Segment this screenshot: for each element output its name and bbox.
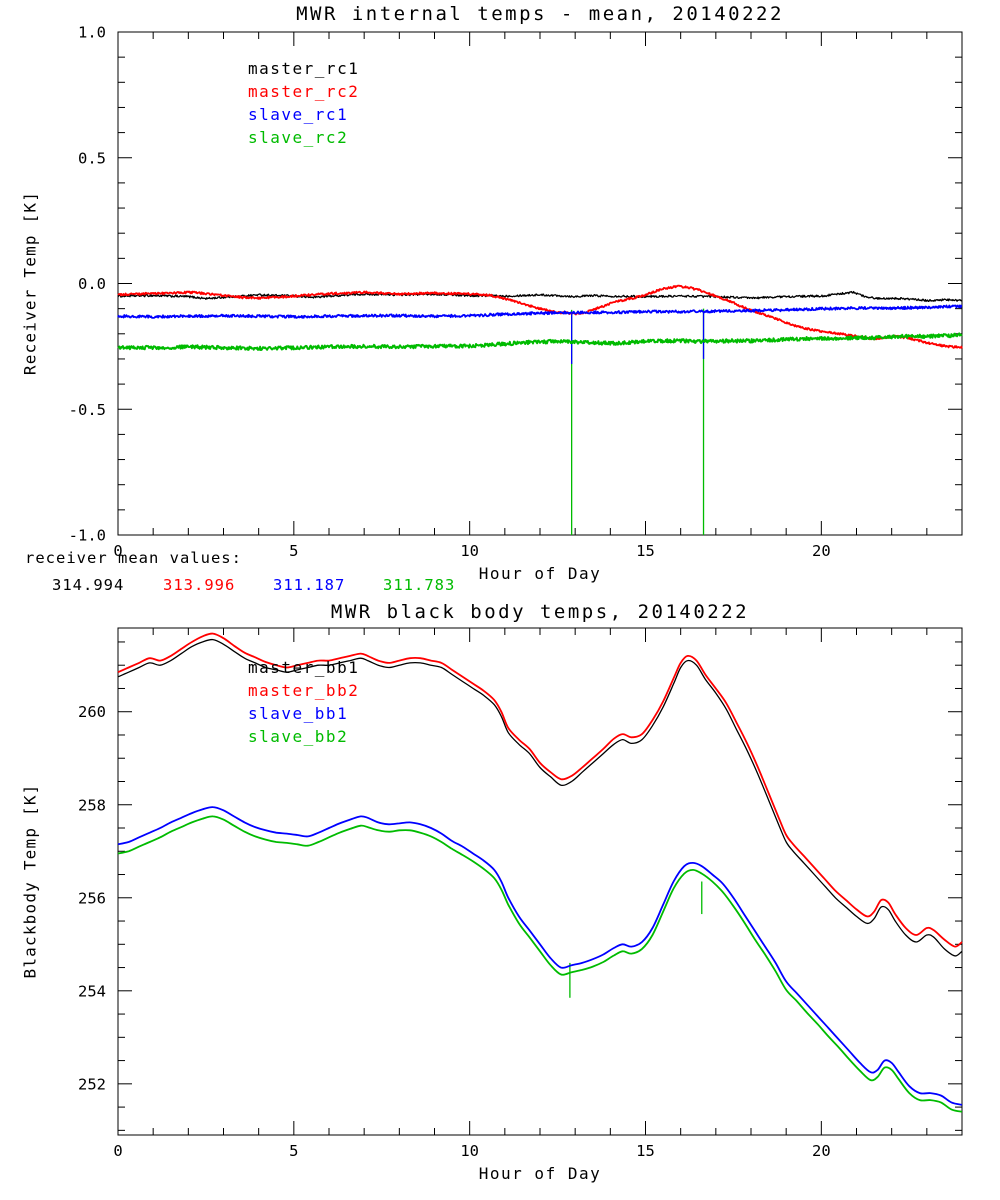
x-tick-label: 10	[460, 542, 479, 560]
series-slave_bb2	[117, 815, 963, 1113]
x-tick-label: 15	[636, 542, 655, 560]
x-tick-label: 20	[812, 542, 831, 560]
mean-value-slave-rc2: 311.783	[383, 576, 456, 594]
chart-receiver-temps: 0 5 10 15 20 -1.0 -0.5 0.0 0.5 1.0	[69, 24, 963, 560]
legend-item-slave-rc1: slave_rc1	[248, 105, 349, 124]
legend-item-master-bb2: master_bb2	[248, 681, 360, 700]
y-tick-label: 1.0	[78, 24, 106, 42]
y-tick-label: 256	[78, 889, 106, 907]
x-tick-label: 5	[289, 1142, 298, 1160]
bottom-chart-legend: master_bb1 master_bb2 slave_bb1 slave_bb…	[248, 656, 359, 748]
mean-value-master-rc1: 314.994	[52, 576, 125, 594]
series-slave_bb1	[117, 806, 963, 1106]
plot-frame	[117, 627, 963, 1136]
bottom-chart-xlabel: Hour of Day	[478, 1164, 602, 1183]
y-tick-label: 260	[78, 703, 106, 721]
chart-blackbody-temps: 0 5 10 15 20 252 254 256 258 260	[78, 627, 963, 1160]
series-master_rc1	[117, 290, 963, 303]
y-tick-label: -0.5	[69, 401, 106, 419]
top-chart-xlabel: Hour of Day	[478, 564, 602, 583]
y-tick-label: -1.0	[69, 527, 106, 545]
mean-value-master-rc2: 313.996	[163, 576, 236, 594]
bottom-chart-title: MWR black body temps, 20140222	[330, 601, 750, 623]
series-master_rc2	[117, 284, 963, 349]
y-tick-label: 254	[78, 982, 106, 1000]
x-tick-label: 20	[812, 1142, 831, 1160]
top-chart-title: MWR internal temps - mean, 20140222	[296, 3, 784, 25]
x-tick-label: 0	[113, 542, 122, 560]
receiver-mean-values-label: receiver mean values:	[25, 549, 242, 567]
series-master_bb1	[117, 638, 963, 957]
series-slave_rc1	[117, 304, 963, 319]
plot-frame	[117, 31, 963, 536]
y-tick-label: 0.5	[78, 149, 106, 167]
x-tick-label: 5	[289, 542, 298, 560]
mean-value-slave-rc1: 311.187	[273, 576, 346, 594]
x-tick-label: 0	[113, 1142, 122, 1160]
x-tick-label: 10	[460, 1142, 479, 1160]
legend-item-slave-bb1: slave_bb1	[248, 704, 349, 723]
series-slave_rc2	[117, 332, 963, 351]
y-tick-label: 258	[78, 796, 106, 814]
legend-item-master-rc1: master_rc1	[248, 59, 360, 78]
y-tick-label: 252	[78, 1075, 106, 1093]
series-master_bb2	[117, 632, 963, 948]
legend-item-master-bb1: master_bb1	[248, 658, 360, 677]
top-chart-ylabel: Receiver Temp [K]	[20, 190, 40, 376]
bottom-chart-ylabel: Blackbody Temp [K]	[20, 783, 40, 979]
top-chart-legend: master_rc1 master_rc2 slave_rc1 slave_rc…	[248, 57, 359, 149]
x-tick-label: 15	[636, 1142, 655, 1160]
legend-item-master-rc2: master_rc2	[248, 82, 360, 101]
legend-item-slave-bb2: slave_bb2	[248, 727, 349, 746]
legend-item-slave-rc2: slave_rc2	[248, 128, 349, 147]
y-tick-label: 0.0	[78, 275, 106, 293]
